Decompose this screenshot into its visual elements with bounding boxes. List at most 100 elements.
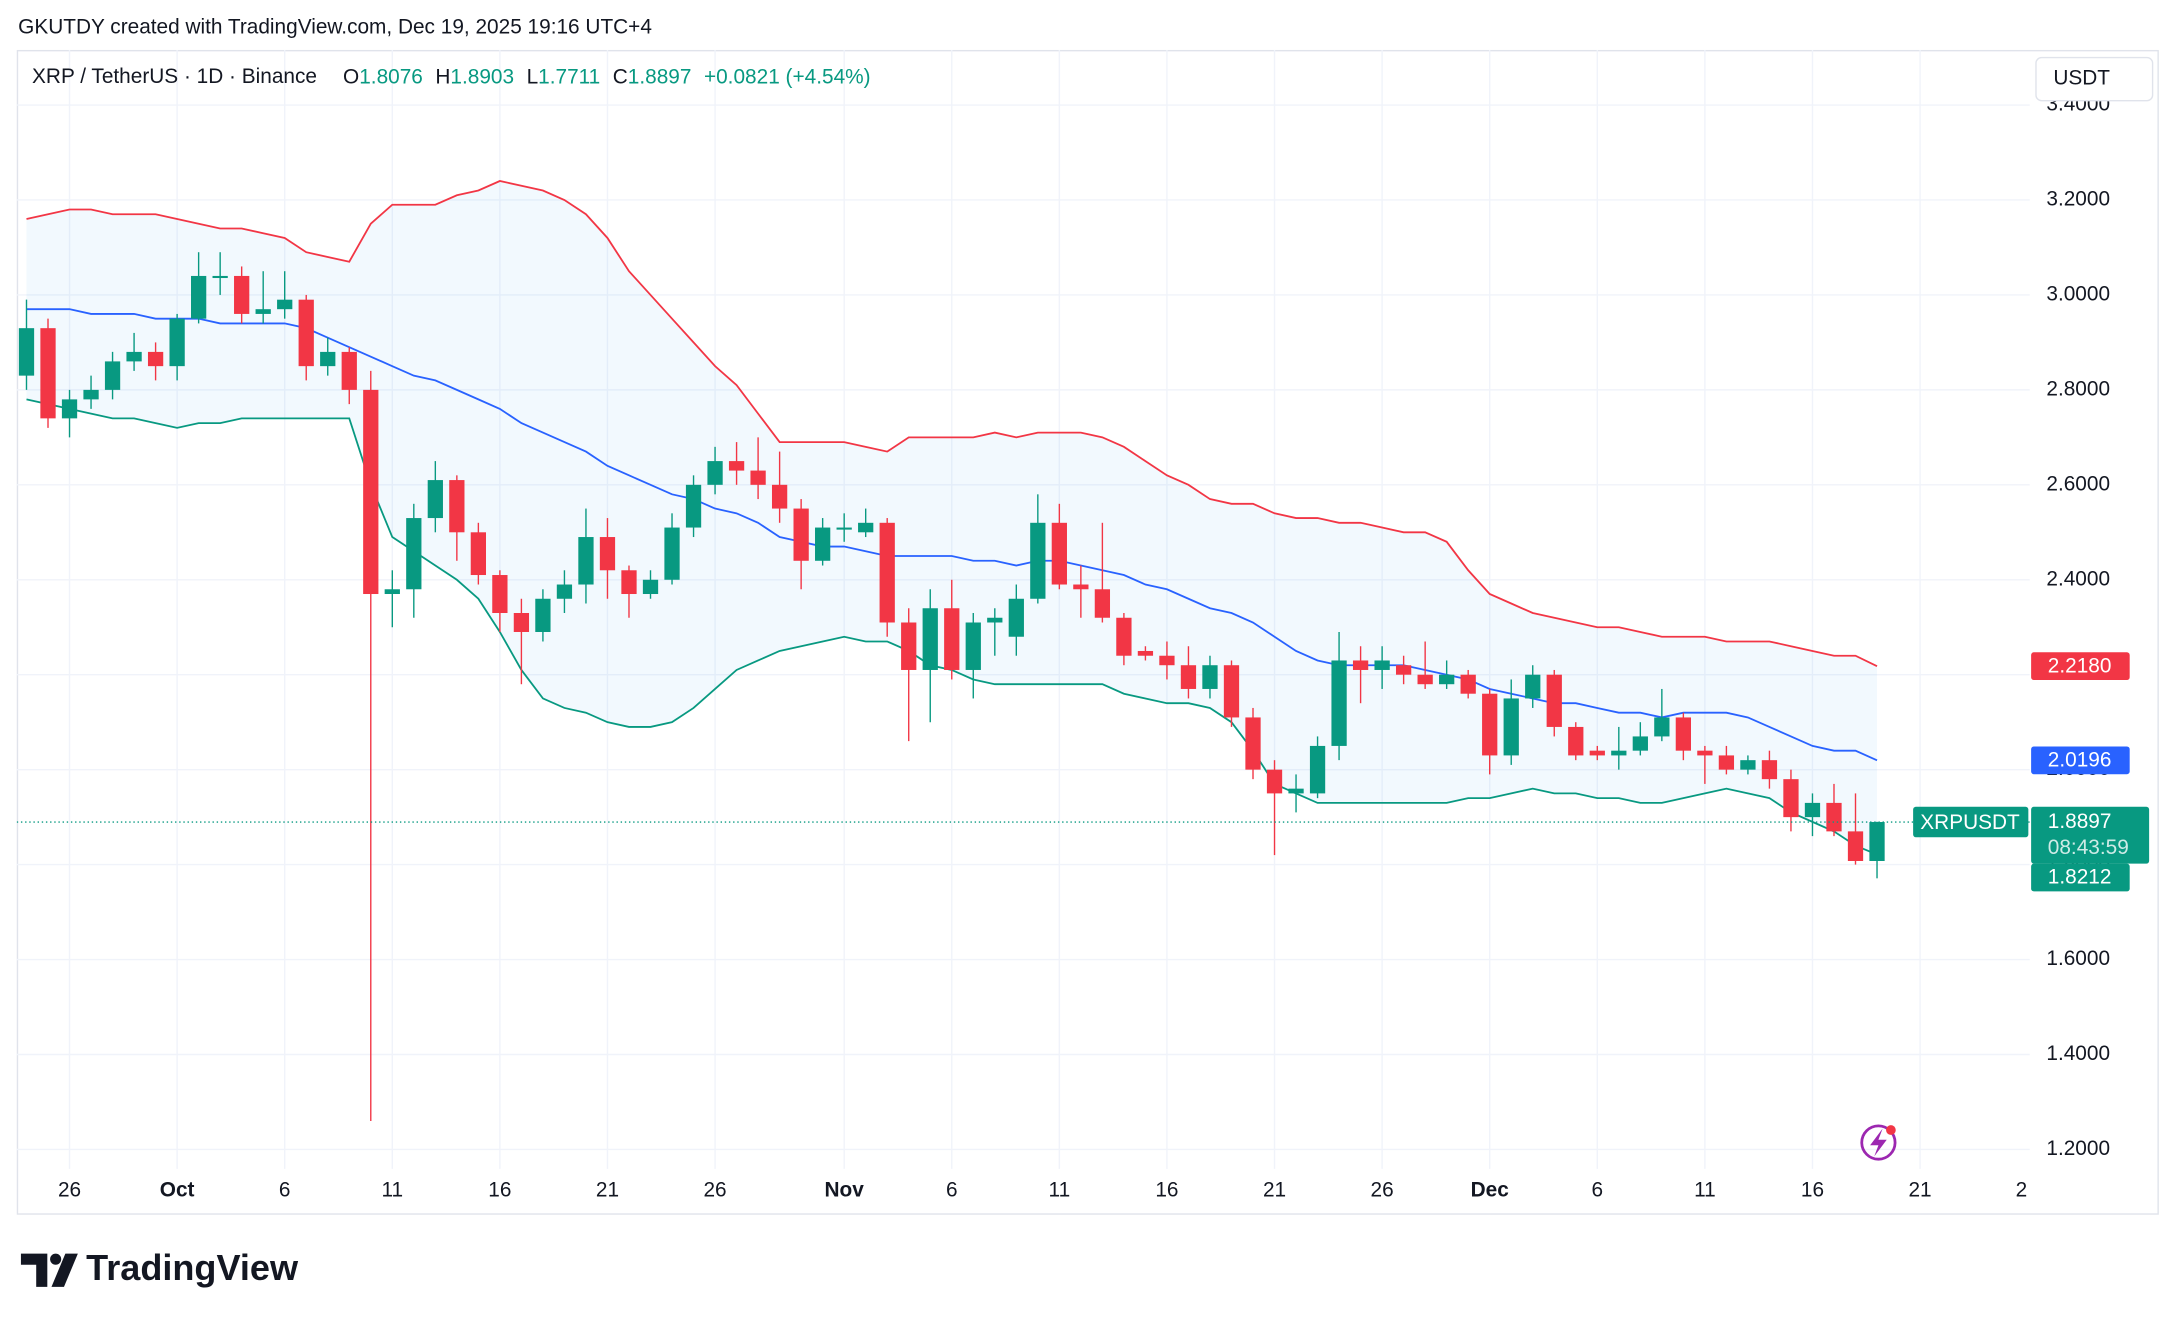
candle-body	[104, 361, 121, 390]
candle-body	[1826, 802, 1842, 832]
candle-body	[1116, 617, 1132, 656]
candle-body	[1073, 584, 1089, 590]
candle-body	[944, 608, 960, 670]
candle-body	[1395, 665, 1412, 675]
candle-body	[1718, 755, 1735, 770]
candle-body	[384, 589, 400, 595]
ohlc-value: 1.8897	[628, 65, 692, 88]
candle-body	[212, 275, 228, 279]
band-value-box	[2031, 863, 2130, 892]
band-value-label: 1.8212	[2048, 866, 2112, 889]
band-fill	[26, 181, 1878, 855]
candle-body	[1525, 674, 1541, 699]
candle-body	[1352, 660, 1369, 670]
candle-body	[599, 537, 616, 571]
ohlc-key: H	[435, 65, 450, 88]
candle-body	[642, 579, 659, 595]
symbol-tag	[1913, 806, 2029, 838]
candle-body	[771, 484, 788, 509]
band-line	[26, 180, 1878, 667]
candle-body	[1266, 769, 1283, 794]
candle-body	[1417, 674, 1433, 685]
symbol-tag-label: XRPUSDT	[1920, 811, 2020, 834]
logo-mark-dot	[50, 1253, 62, 1265]
x-tick-label: 21	[1263, 1179, 1286, 1202]
candle-body	[1094, 589, 1111, 618]
x-tick-label: 21	[1908, 1179, 1931, 1202]
candle-body	[126, 351, 142, 362]
candle-body	[1309, 745, 1326, 794]
candle-body	[664, 527, 680, 580]
logo-mark-v	[51, 1253, 78, 1287]
currency-button[interactable]	[2035, 56, 2154, 102]
candle-body	[1869, 822, 1885, 861]
ohlc-value: 1.8903	[450, 65, 514, 88]
x-tick-label: 2	[2016, 1179, 2028, 1202]
candle-body	[1482, 693, 1498, 756]
candle-body	[621, 570, 637, 595]
x-tick-label: Oct	[160, 1179, 195, 1202]
candle-body	[1137, 650, 1154, 656]
candle-body	[987, 617, 1003, 623]
candle-body	[298, 299, 314, 367]
x-tick-label: 21	[596, 1179, 619, 1202]
x-tick-label: Dec	[1471, 1179, 1509, 1202]
candle-body	[1589, 750, 1605, 756]
candle-body	[1654, 717, 1670, 737]
candle-body	[535, 598, 551, 632]
y-tick-label: 3.2000	[2046, 187, 2110, 210]
candle-body	[427, 480, 443, 519]
attribution: GKUTDY created with TradingView.com, Dec…	[18, 15, 652, 38]
candle-body	[190, 275, 207, 319]
currency-label: USDT	[2053, 67, 2110, 90]
ohlc-value: 1.8076	[359, 65, 423, 88]
candle-body	[169, 318, 185, 367]
candle-body	[1546, 674, 1562, 727]
x-tick-label: 6	[1592, 1179, 1604, 1202]
candle-body	[728, 461, 745, 471]
candle-body	[1783, 779, 1799, 818]
band-value-label: 2.2180	[2048, 654, 2112, 677]
candle-body	[836, 527, 852, 530]
candle-body	[1030, 522, 1046, 599]
candle-body	[470, 532, 487, 576]
candle-body	[1202, 665, 1218, 689]
candle-body	[1675, 717, 1691, 751]
candle-body	[1051, 522, 1067, 585]
x-tick-label: Nov	[825, 1179, 865, 1202]
x-tick-label: 6	[279, 1179, 291, 1202]
candle-body	[234, 275, 250, 314]
candle-body	[341, 351, 357, 390]
candle-body	[707, 461, 723, 485]
candle-body	[1331, 660, 1347, 746]
candle-body	[685, 484, 702, 528]
ohlc-legend: O1.8076 H1.8903 L1.7711 C1.8897 +0.0821 (+4.…	[343, 65, 871, 88]
candle-body	[1008, 598, 1024, 637]
logo-mark-t	[20, 1253, 48, 1287]
candle-body	[965, 622, 981, 670]
candle-body	[513, 613, 530, 632]
candle-body	[793, 508, 809, 561]
candle-body	[255, 309, 271, 314]
candle-body	[492, 575, 508, 614]
candle-body	[320, 351, 336, 367]
ohlc-value: 1.7711	[538, 65, 600, 88]
replay-icon[interactable]	[1860, 1124, 1897, 1161]
candle-body	[1761, 760, 1778, 780]
candle-body	[1804, 802, 1821, 818]
candle-body	[406, 518, 422, 590]
y-tick-label: 2.6000	[2046, 472, 2110, 495]
candle-body	[1460, 674, 1476, 694]
y-tick-label: 1.4000	[2046, 1042, 2110, 1065]
candle-body	[1223, 665, 1240, 718]
candle-body	[1740, 760, 1756, 770]
band-value-box	[2031, 746, 2130, 775]
band-line	[26, 308, 1878, 762]
x-tick-label: 11	[1049, 1179, 1071, 1202]
y-tick-label: 2.8000	[2046, 377, 2110, 400]
candle-body	[449, 480, 465, 533]
